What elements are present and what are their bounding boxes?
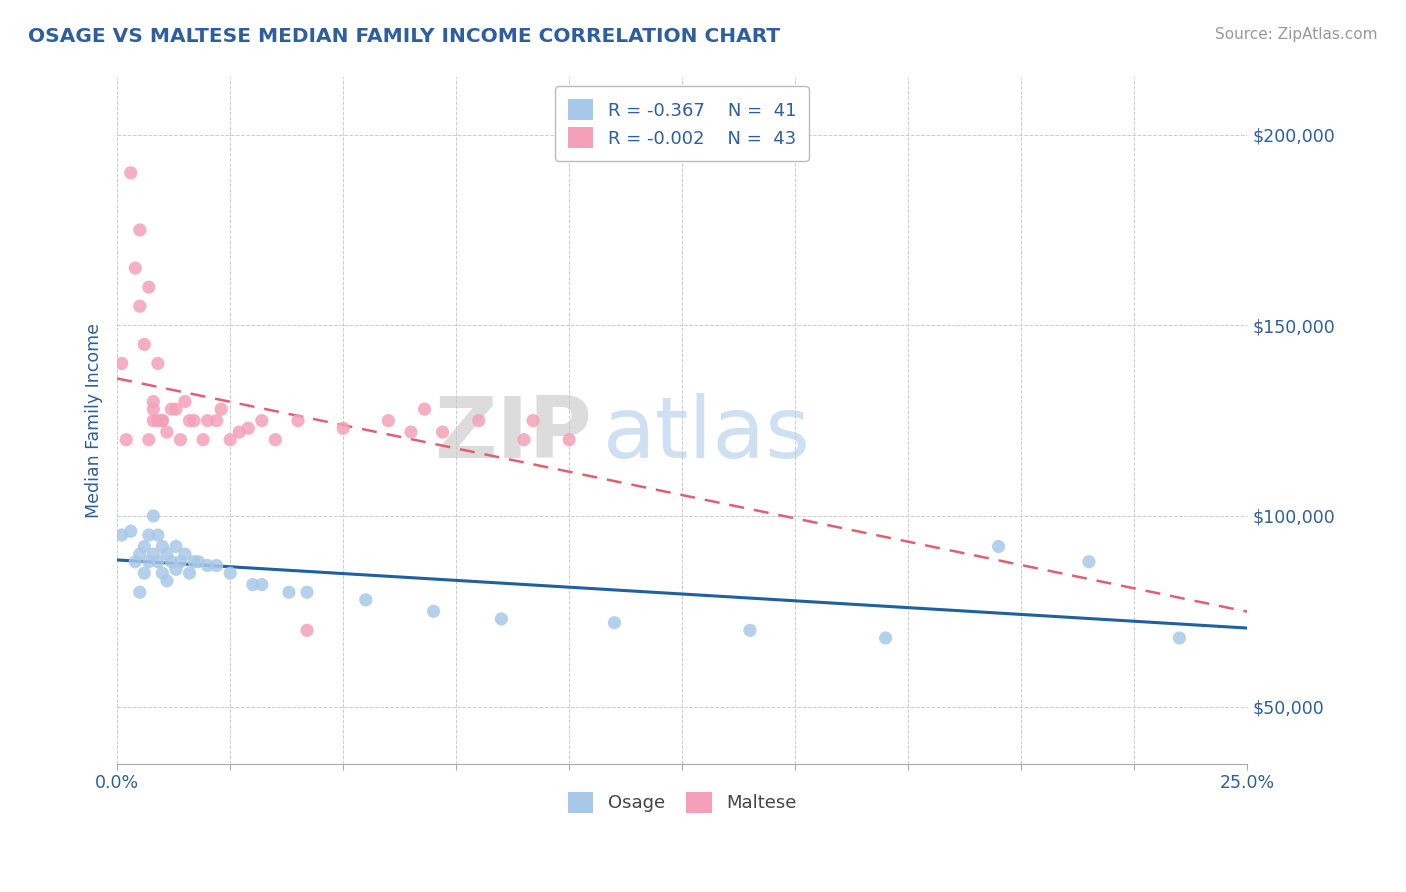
Point xyxy=(124,555,146,569)
Point xyxy=(138,280,160,294)
Point xyxy=(169,433,191,447)
Point xyxy=(522,414,544,428)
Point xyxy=(156,425,179,439)
Point xyxy=(142,508,165,523)
Point xyxy=(138,555,160,569)
Point xyxy=(179,414,201,428)
Point xyxy=(468,414,491,428)
Point xyxy=(115,433,138,447)
Point xyxy=(111,356,134,370)
Point xyxy=(987,540,1010,554)
Point xyxy=(124,261,146,276)
Point xyxy=(377,414,399,428)
Point xyxy=(128,223,150,237)
Legend: Osage, Maltese: Osage, Maltese xyxy=(557,780,807,823)
Point xyxy=(209,402,232,417)
Point xyxy=(228,425,250,439)
Point xyxy=(160,555,183,569)
Point xyxy=(491,612,513,626)
Point xyxy=(242,577,264,591)
Point xyxy=(219,433,242,447)
Point xyxy=(219,566,242,581)
Point xyxy=(111,528,134,542)
Point xyxy=(142,402,165,417)
Point xyxy=(264,433,287,447)
Point xyxy=(174,547,197,561)
Point xyxy=(1078,555,1101,569)
Point xyxy=(120,524,142,539)
Point xyxy=(128,299,150,313)
Point xyxy=(191,433,214,447)
Point xyxy=(1168,631,1191,645)
Point xyxy=(399,425,422,439)
Point xyxy=(250,414,273,428)
Point xyxy=(156,547,179,561)
Point xyxy=(150,540,173,554)
Point xyxy=(413,402,436,417)
Point xyxy=(169,555,191,569)
Point xyxy=(278,585,301,599)
Point xyxy=(197,414,219,428)
Point xyxy=(179,566,201,581)
Point xyxy=(128,547,150,561)
Point xyxy=(156,574,179,588)
Point xyxy=(738,624,761,638)
Point xyxy=(134,540,156,554)
Point xyxy=(150,414,173,428)
Point xyxy=(174,394,197,409)
Text: Source: ZipAtlas.com: Source: ZipAtlas.com xyxy=(1215,27,1378,42)
Point xyxy=(205,414,228,428)
Point xyxy=(183,414,205,428)
Point xyxy=(142,414,165,428)
Point xyxy=(332,421,354,435)
Text: atlas: atlas xyxy=(603,392,811,475)
Point xyxy=(160,402,183,417)
Point xyxy=(138,433,160,447)
Point xyxy=(558,433,581,447)
Point xyxy=(250,577,273,591)
Point xyxy=(150,566,173,581)
Point xyxy=(354,592,377,607)
Point xyxy=(295,585,318,599)
Point xyxy=(150,414,173,428)
Point xyxy=(128,585,150,599)
Point xyxy=(142,394,165,409)
Point xyxy=(165,540,187,554)
Point xyxy=(138,528,160,542)
Point xyxy=(432,425,454,439)
Point xyxy=(165,562,187,576)
Point xyxy=(603,615,626,630)
Point xyxy=(142,547,165,561)
Point xyxy=(146,414,169,428)
Point xyxy=(187,555,209,569)
Y-axis label: Median Family Income: Median Family Income xyxy=(86,323,103,518)
Point xyxy=(205,558,228,573)
Point xyxy=(134,566,156,581)
Text: ZIP: ZIP xyxy=(434,392,592,475)
Point xyxy=(238,421,260,435)
Point xyxy=(513,433,536,447)
Point xyxy=(146,528,169,542)
Point xyxy=(146,356,169,370)
Point xyxy=(197,558,219,573)
Point xyxy=(120,166,142,180)
Point xyxy=(183,555,205,569)
Point xyxy=(287,414,309,428)
Point xyxy=(134,337,156,351)
Point xyxy=(875,631,897,645)
Point xyxy=(146,555,169,569)
Point xyxy=(295,624,318,638)
Point xyxy=(165,402,187,417)
Text: OSAGE VS MALTESE MEDIAN FAMILY INCOME CORRELATION CHART: OSAGE VS MALTESE MEDIAN FAMILY INCOME CO… xyxy=(28,27,780,45)
Point xyxy=(422,604,444,618)
